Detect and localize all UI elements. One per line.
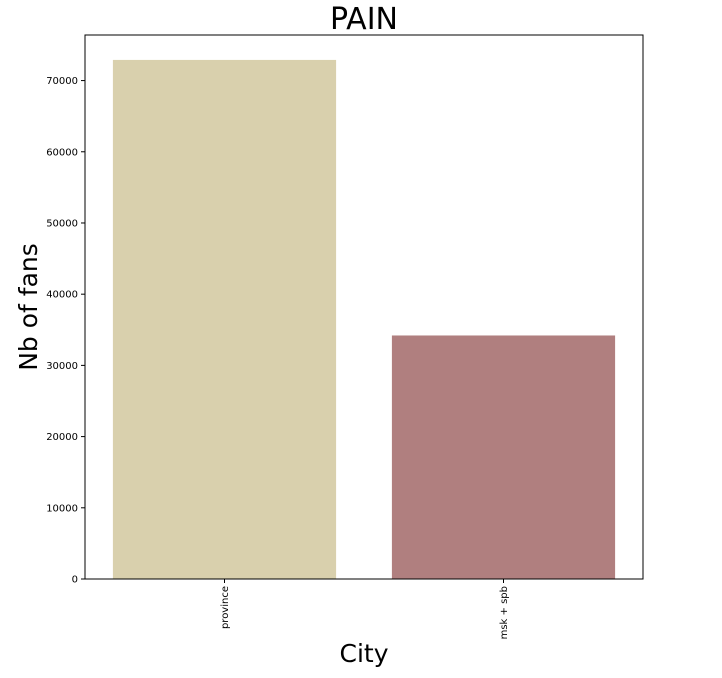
y-tick-label: 0: [72, 575, 78, 586]
y-axis-ticks: 0 10000 20000 30000 40000 50000 60000 70000: [46, 76, 85, 586]
y-tick-label: 50000: [46, 218, 78, 229]
y-tick-label: 20000: [46, 432, 78, 443]
bars-group: [112, 59, 616, 580]
bar-province: [112, 59, 337, 580]
x-axis-label: City: [340, 639, 389, 668]
y-tick-label: 40000: [46, 290, 78, 301]
y-tick-label: 60000: [46, 147, 78, 158]
plot-frame: [84, 34, 644, 580]
x-tick-label: msk + spb: [499, 586, 510, 639]
chart-title: PAIN: [330, 2, 398, 37]
y-axis-label: Nb of fans: [14, 243, 43, 371]
x-axis-ticks: province msk + spb: [220, 579, 510, 639]
y-tick-label: 70000: [46, 76, 78, 87]
x-tick-label: province: [220, 586, 231, 629]
bar-msk-spb: [391, 335, 616, 579]
y-tick-label: 10000: [46, 503, 78, 514]
y-tick-label: 30000: [46, 361, 78, 372]
